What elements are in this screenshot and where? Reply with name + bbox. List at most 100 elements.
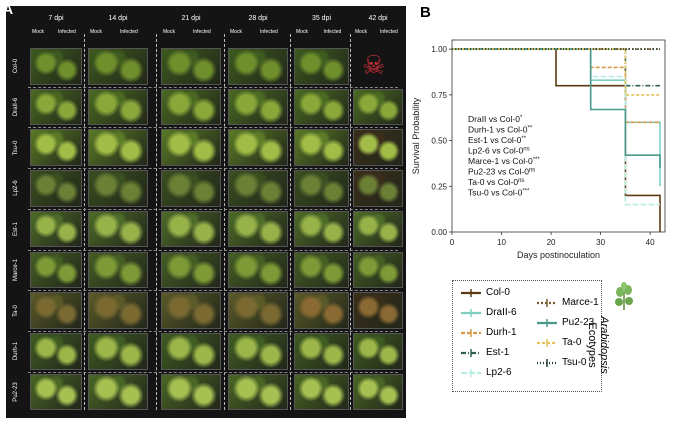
plant-photo (228, 48, 288, 85)
row-separator (28, 249, 398, 251)
plant-photo (30, 210, 82, 248)
mock-label: Mock (32, 29, 44, 35)
y-tick-label: 0.75 (431, 91, 447, 100)
plant-photo (353, 210, 403, 248)
plant-photo (30, 292, 82, 329)
plot-frame (451, 39, 666, 233)
plant-photo (353, 88, 403, 126)
plant-photo (88, 170, 148, 207)
plant-photo (353, 170, 403, 207)
x-tick-label: 30 (596, 238, 605, 247)
x-tick-label: 40 (646, 238, 655, 247)
x-tick-label: 20 (547, 238, 556, 247)
plant-photo (161, 332, 221, 370)
mock-label: Mock (355, 29, 367, 35)
significance-mark: *** (522, 189, 530, 195)
legend-label: DraII-6 (486, 307, 517, 318)
plant-photo (228, 251, 288, 289)
plant-photo (228, 332, 288, 370)
plant-photo (353, 129, 403, 167)
panel-a-label: A (3, 1, 14, 17)
plant-photo (294, 129, 349, 167)
infected-label: Infected (193, 29, 211, 35)
comparison-text: Durh-1 vs Col-0** (468, 125, 533, 135)
column-separator (224, 34, 225, 410)
plant-photo (88, 251, 148, 289)
y-axis-label: Survival Probability (411, 97, 421, 174)
comparison-text: Pu2-23 vs Col-0ns (468, 167, 535, 177)
plant-photo (294, 251, 349, 289)
row-separator (28, 86, 398, 88)
plant-photo (294, 373, 349, 411)
plant-photo (161, 48, 221, 85)
plant-photo (353, 251, 403, 289)
significance-mark: ns (523, 147, 529, 153)
ecotype-row-label: Pu2-23 (13, 382, 19, 402)
plant-photo (294, 292, 349, 329)
column-separator (290, 34, 291, 410)
legend-swatch (461, 329, 481, 337)
ecotype-row-label: Ta-0 (13, 304, 19, 317)
legend-label: Marce-1 (562, 297, 599, 308)
survival-curve-est-1 (452, 48, 660, 87)
timepoint-header: 7 dpi (48, 15, 64, 22)
legend-title-rest: Ecotypes (586, 322, 598, 368)
plant-icon (615, 282, 633, 310)
panel-b-label: B (420, 4, 431, 21)
y-tick-label: 1.00 (431, 45, 447, 54)
comparison-text: Ta-0 vs Col-0ns (468, 177, 524, 187)
ecotype-row-label: Tsu-0 (13, 140, 19, 156)
row-separator (28, 127, 398, 129)
significance-mark: ** (528, 126, 533, 132)
mock-label: Mock (90, 29, 102, 35)
comparison-text: Est-1 vs Col-0** (468, 135, 527, 145)
comparison-text: Lp2-6 vs Col-0ns (468, 146, 530, 156)
plant-photo (161, 292, 221, 329)
plant-photo (88, 210, 148, 248)
survival-curve-ta-0 (452, 48, 660, 96)
legend-swatch (461, 309, 481, 317)
plant-photo (161, 88, 221, 126)
row-separator (28, 208, 398, 210)
timepoint-header: 21 dpi (181, 15, 201, 22)
row-separator (28, 290, 398, 292)
infected-label: Infected (323, 29, 342, 35)
mock-label: Mock (230, 29, 242, 35)
legend-label: Lp2-6 (486, 367, 512, 378)
column-separator (84, 34, 85, 410)
timepoint-header: 14 dpi (108, 15, 128, 22)
plant-photo (228, 210, 288, 248)
plant-photo (294, 210, 349, 248)
plant-photo (30, 48, 82, 85)
ecotype-row-label: Lp2-6 (13, 180, 19, 197)
infected-label: Infected (380, 29, 398, 35)
infected-label: Infected (260, 29, 278, 35)
significance-mark: * (520, 115, 523, 121)
legend-box (452, 280, 602, 392)
ecotype-row-label: Col-0 (13, 59, 19, 74)
timepoint-header: 28 dpi (248, 15, 268, 22)
row-separator (28, 330, 398, 332)
legend-swatch (537, 319, 557, 327)
plant-photo (88, 332, 148, 370)
significance-mark: ns (518, 178, 524, 184)
legend-swatch (461, 369, 481, 377)
column-separator (350, 34, 351, 410)
plant-photo (30, 88, 82, 126)
legend-swatch (537, 359, 557, 367)
y-tick-label: 0.50 (431, 137, 447, 146)
survival-curve-durh-1 (452, 48, 660, 124)
ecotype-row-label: Durh-1 (13, 342, 19, 361)
plant-photo (353, 292, 403, 329)
comparison-text: Marce-1 vs Col-0*** (468, 156, 540, 166)
plant-photo (228, 292, 288, 329)
plant-photo (30, 251, 82, 289)
plant-photo (353, 332, 403, 370)
plant-photo (294, 170, 349, 207)
legend-label: Ta-0 (562, 337, 582, 348)
significance-mark: ns (529, 168, 535, 174)
plant-photo (161, 129, 221, 167)
legend-swatch (537, 339, 557, 347)
plant-photo (161, 373, 221, 411)
significance-mark: ** (521, 136, 526, 142)
